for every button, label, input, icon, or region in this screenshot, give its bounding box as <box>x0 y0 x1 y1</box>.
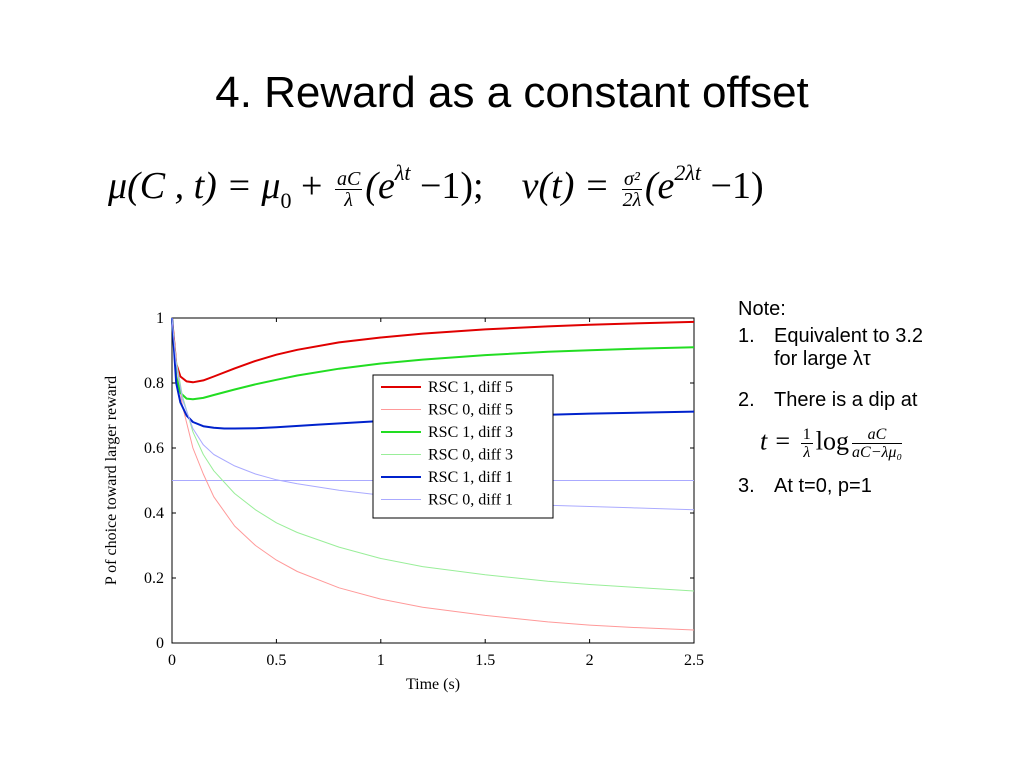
y-tick-label: 0.8 <box>144 375 164 392</box>
fraction-numerator: aC <box>852 426 903 444</box>
legend-entry: RSC 1, diff 3 <box>428 424 513 441</box>
x-axis-label: Time (s) <box>406 676 460 693</box>
exponent-2: 2λt <box>674 160 702 185</box>
fraction-denominator: λ <box>344 188 353 211</box>
dip-formula: t = 1 λ log aC aC−λμ₀ <box>760 426 1018 461</box>
series-line <box>171 317 695 592</box>
fraction-denominator: λ <box>803 444 811 461</box>
y-axis-label: P of choice toward larger reward <box>103 376 120 585</box>
legend-entry: RSC 0, diff 5 <box>428 402 513 419</box>
note-number: 3. <box>738 475 755 497</box>
note-text: There is a dip at <box>774 389 918 411</box>
y-tick-label: 1 <box>156 310 164 327</box>
fraction-sigma: σ² 2λ <box>622 169 642 210</box>
reward-equation: μ(C , t) = μ0 + aC λ (eλt −1); ν(t) = σ² 2λ… <box>108 160 764 214</box>
x-tick-label: 0.5 <box>266 652 286 669</box>
legend-box <box>372 374 554 519</box>
fraction-denominator: aC−λμ₀ <box>852 444 903 461</box>
series-line <box>171 317 695 511</box>
eq-rest-2: −1) <box>701 165 764 207</box>
x-tick-label: 1 <box>377 652 385 669</box>
notes-panel: Note: 1. Equivalent to 3.2 for large λτ 2… <box>738 298 1018 498</box>
note-text: At t=0, p=1 <box>774 475 872 497</box>
note-number: 1. <box>738 325 755 347</box>
mu-subscript: 0 <box>280 188 292 213</box>
exp-paren: (e <box>365 165 395 207</box>
series-line <box>171 317 695 401</box>
series-line <box>171 317 695 384</box>
note-line: for large λτ <box>774 348 871 370</box>
x-tick-label: 1.5 <box>475 652 495 669</box>
x-tick-label: 2 <box>586 652 594 669</box>
exponent: λt <box>394 160 411 185</box>
mu-lhs: μ(C , t) = μ <box>108 165 281 207</box>
legend-entry: RSC 1, diff 5 <box>428 379 513 396</box>
note-item-2: 2. There is a dip at <box>738 389 1018 412</box>
y-tick-label: 0 <box>156 635 164 652</box>
legend-entry: RSC 0, diff 1 <box>428 492 513 509</box>
slide-title: 4. Reward as a constant offset <box>215 68 809 117</box>
x-tick-label: 0 <box>168 652 176 669</box>
x-tick-label: 2.5 <box>684 652 704 669</box>
note-text: Equivalent to 3.2 for large λτ <box>774 325 1018 371</box>
exp-paren-2: (e <box>644 165 675 207</box>
plus-sign: + <box>291 165 332 207</box>
series-line <box>171 317 695 631</box>
notes-heading: Note: <box>738 298 786 320</box>
y-tick-label: 0.2 <box>144 570 164 587</box>
note-line: Equivalent to 3.2 <box>774 325 923 347</box>
eq-rest: −1); <box>410 165 484 207</box>
formula-lhs: t = <box>760 426 798 456</box>
variance-lhs: ν(t) = <box>521 165 619 207</box>
formula-fraction-2: aC aC−λμ₀ <box>852 426 903 461</box>
y-tick-label: 0.6 <box>144 440 164 457</box>
legend-entry: RSC 1, diff 1 <box>428 469 513 486</box>
y-tick-label: 0.4 <box>144 505 164 522</box>
note-item-1: 1. Equivalent to 3.2 for large λτ <box>738 325 1018 371</box>
fraction-numerator: σ² <box>622 167 642 190</box>
line-chart: 0 0.5 1 1.5 2 2.5 0 0.2 0.4 0.6 0.8 1 Time (s) P of c… <box>103 310 704 693</box>
fraction-denominator: 2λ <box>622 188 642 211</box>
fraction-numerator: aC <box>334 167 363 190</box>
fraction-numerator: 1 <box>800 426 813 444</box>
formula-log: log <box>815 426 850 456</box>
note-number: 2. <box>738 389 755 411</box>
fraction-ac-lambda: aC λ <box>334 167 363 211</box>
legend-entry: RSC 0, diff 3 <box>428 447 513 464</box>
note-item-3: 3. At t=0, p=1 <box>738 475 1018 498</box>
